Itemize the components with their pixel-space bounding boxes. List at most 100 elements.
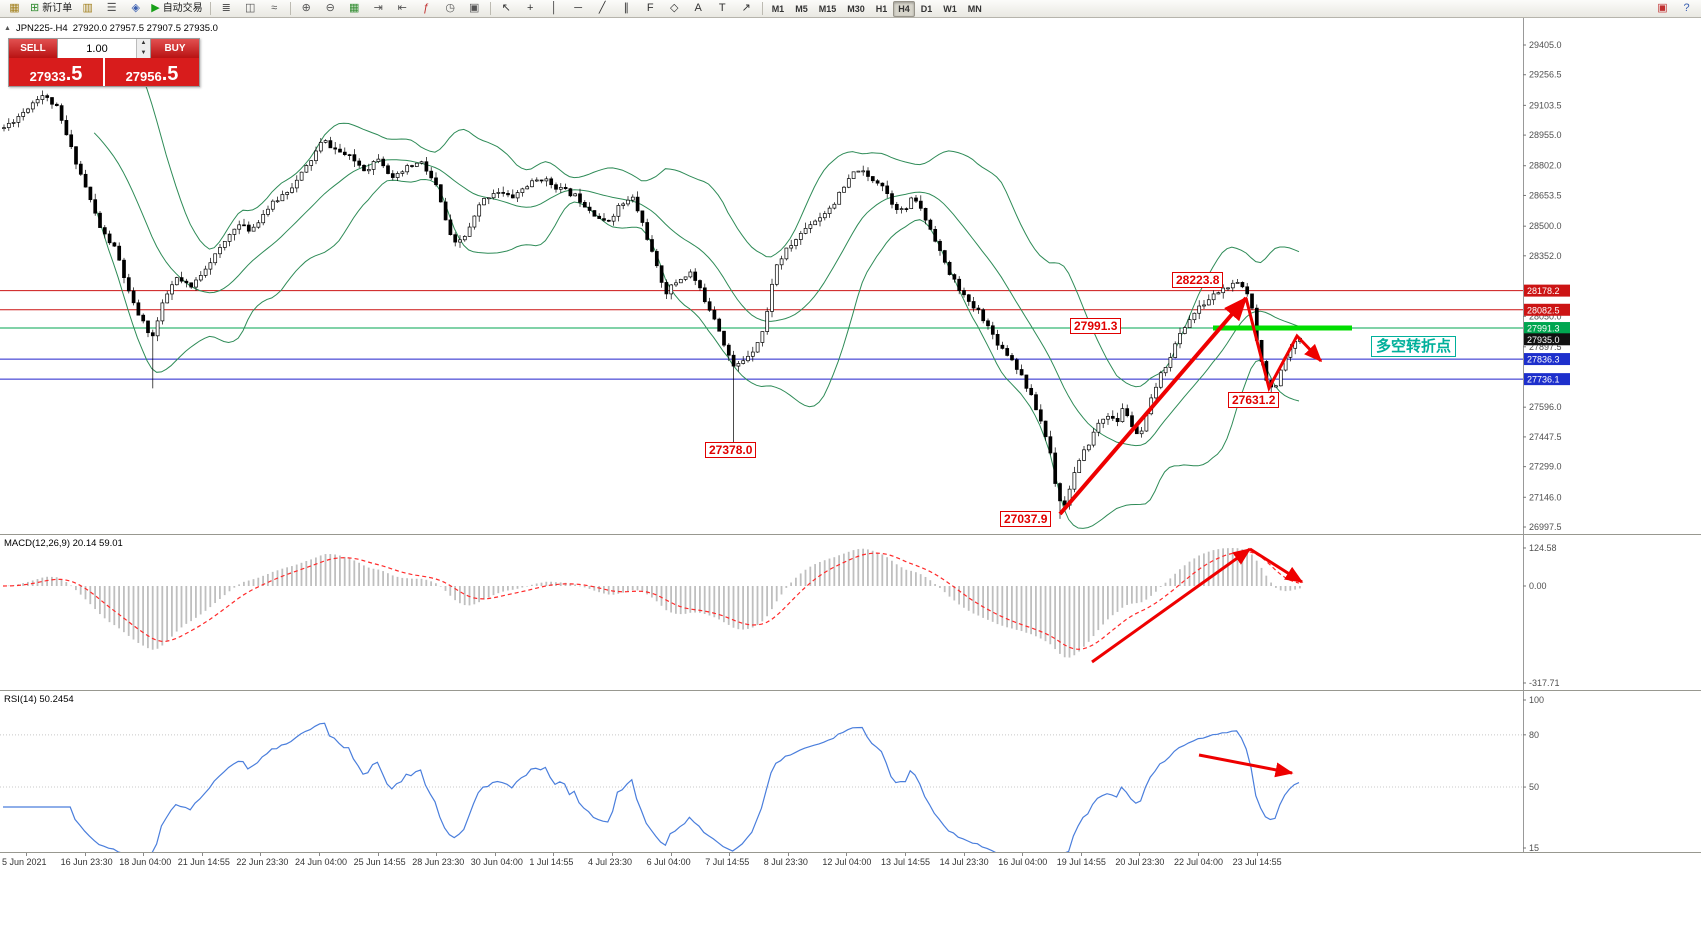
turning-point-note[interactable]: 多空转折点 — [1371, 336, 1457, 357]
templates-icon[interactable]: ▣ — [463, 0, 486, 17]
time-tick — [436, 853, 438, 856]
channel-icon[interactable]: ∥ — [615, 0, 638, 17]
time-axis[interactable]: 5 Jun 2021 16 Jun 23:30 18 Jun 04:00 21 Jun… — [0, 852, 1701, 873]
price-tag-27736.1: 27736.1 — [1527, 375, 1560, 385]
zoom-out-icon[interactable]: ⊖ — [319, 0, 342, 17]
tile-windows-icon: ▦ — [348, 2, 360, 14]
label-icon[interactable]: T — [711, 0, 734, 17]
new-chart-icon: ▦ — [9, 2, 20, 14]
price-axis-label: 28653.5 — [1529, 190, 1562, 200]
macd-panel[interactable]: 124.58 0.00 -317.71 — [0, 534, 1701, 690]
volume-down-icon[interactable]: ▼ — [137, 48, 150, 58]
tf-w1-button[interactable]: W1 — [938, 1, 962, 17]
tf-m1-label: M1 — [771, 3, 785, 14]
shapes-icon: ◇ — [669, 2, 679, 14]
one-click-toggle-icon[interactable]: ▲ — [4, 25, 11, 32]
vertical-line-icon[interactable]: │ — [543, 0, 566, 17]
price-callout-27991.3[interactable]: 27991.3 — [1070, 318, 1122, 334]
tf-m15-button[interactable]: M15 — [814, 1, 842, 17]
chart-candles-icon[interactable]: ◫ — [239, 0, 262, 17]
horizontal-line-icon: ─ — [574, 2, 583, 14]
time-label: 24 Jun 04:00 — [295, 857, 348, 867]
crosshair-icon: + — [526, 2, 534, 14]
chart-line-icon[interactable]: ≈ — [263, 0, 286, 17]
rsi-arrow-0[interactable] — [1198, 753, 1294, 778]
volume-input[interactable] — [58, 39, 136, 58]
toolbar-separator — [489, 2, 491, 15]
cursor-icon[interactable]: ↖ — [495, 0, 518, 17]
tf-m1-button[interactable]: M1 — [767, 1, 790, 17]
price-tag-bg — [1524, 353, 1570, 366]
price-axis-label: 27447.5 — [1529, 432, 1562, 442]
time-label: 30 Jun 04:00 — [470, 857, 523, 867]
buy-price[interactable]: 27956.5 — [105, 58, 199, 86]
macd-axis-label: -317.71 — [1529, 678, 1560, 688]
market-watch-icon[interactable]: ☰ — [100, 0, 123, 17]
rsi-panel[interactable]: 100 80 50 15 — [0, 690, 1701, 852]
trendline-icon[interactable]: ╱ — [591, 0, 614, 17]
auto-scroll-icon[interactable]: ⇥ — [367, 0, 390, 17]
time-tick — [787, 853, 789, 856]
price-axis-label: 27897.5 — [1529, 342, 1562, 352]
price-callout-28223.8[interactable]: 28223.8 — [1172, 272, 1224, 288]
sell-price[interactable]: 27933.5 — [9, 58, 103, 86]
price-callout-27631.2[interactable]: 27631.2 — [1228, 392, 1280, 408]
buy-button[interactable]: BUY — [151, 39, 199, 58]
time-tick — [905, 853, 906, 856]
arrows-icon[interactable]: ↗ — [735, 0, 758, 17]
tf-h1-button[interactable]: H1 — [871, 1, 893, 17]
macd-arrow-1[interactable] — [1249, 547, 1304, 584]
toolbar-separator — [761, 2, 763, 15]
tf-m5-button[interactable]: M5 — [790, 1, 813, 17]
indicators-icon[interactable]: ƒ — [415, 0, 438, 17]
bollinger-upper — [93, 47, 1300, 388]
trend-arrow-0[interactable] — [1058, 296, 1248, 516]
horizontal-line-icon[interactable]: ─ — [567, 0, 590, 17]
time-tick — [26, 853, 27, 856]
tile-windows-icon[interactable]: ▦ — [343, 0, 366, 17]
macd-arrow-0[interactable] — [1091, 547, 1252, 664]
tf-mn-button[interactable]: MN — [963, 1, 987, 17]
sell-price-main: 27933 — [29, 69, 66, 84]
autotrading-button[interactable]: ▶ 自动交易 — [148, 0, 205, 17]
price-axis-label: 28802.0 — [1529, 161, 1562, 171]
trend-arrow-1[interactable] — [1244, 297, 1323, 393]
fibonacci-icon[interactable]: F — [639, 0, 662, 17]
new-order-button[interactable]: ⊞ 新订单 — [27, 0, 75, 17]
crosshair-icon[interactable]: + — [519, 0, 542, 17]
price-tag-bg — [1524, 322, 1570, 335]
time-tick — [494, 853, 496, 856]
chart-bars-icon: ≣ — [221, 2, 231, 14]
tf-h4-button[interactable]: H4 — [893, 0, 915, 17]
alerts-icon[interactable]: ▣ — [1651, 0, 1674, 17]
time-tick — [963, 853, 965, 856]
macd-axis-label: 124.58 — [1529, 543, 1557, 553]
price-callout-27378.0[interactable]: 27378.0 — [705, 442, 757, 458]
zoom-in-icon[interactable]: ⊕ — [295, 0, 318, 17]
chart-title: ▲ JPN225-.H4 27920.0 27957.5 27907.5 279… — [4, 23, 218, 34]
sell-button[interactable]: SELL — [9, 39, 57, 58]
shapes-icon[interactable]: ◇ — [663, 0, 686, 17]
tf-m30-button[interactable]: M30 — [842, 1, 870, 17]
time-label: 22 Jul 04:00 — [1174, 857, 1224, 867]
price-axis-label: 28500.0 — [1529, 221, 1562, 231]
text-icon: A — [694, 2, 702, 14]
main-chart[interactable]: 29405.0 29256.5 29103.5 28955.0 28802.0 28653… — [0, 18, 1701, 534]
volume-up-icon[interactable]: ▲ — [137, 39, 150, 49]
chart-bars-icon[interactable]: ≣ — [215, 0, 238, 17]
templates-icon: ▣ — [468, 2, 480, 14]
navigator-icon[interactable]: ◈ — [124, 0, 147, 17]
help-icon[interactable]: ? — [1675, 0, 1698, 17]
text-icon[interactable]: A — [687, 0, 710, 17]
price-axis-label: 29405.0 — [1529, 40, 1562, 50]
alerts-icon: ▣ — [1657, 2, 1668, 14]
chart-shift-icon[interactable]: ⇤ — [391, 0, 414, 17]
price-callout-27037.9[interactable]: 27037.9 — [1000, 511, 1052, 527]
tf-d1-button[interactable]: D1 — [916, 1, 938, 17]
price-axis-label: 29256.5 — [1529, 70, 1562, 80]
new-chart-icon[interactable]: ▦ — [3, 0, 26, 17]
profiles-icon[interactable]: ▥ — [76, 0, 99, 17]
periods-icon[interactable]: ◷ — [439, 0, 462, 17]
zoom-out-icon: ⊖ — [325, 2, 335, 14]
